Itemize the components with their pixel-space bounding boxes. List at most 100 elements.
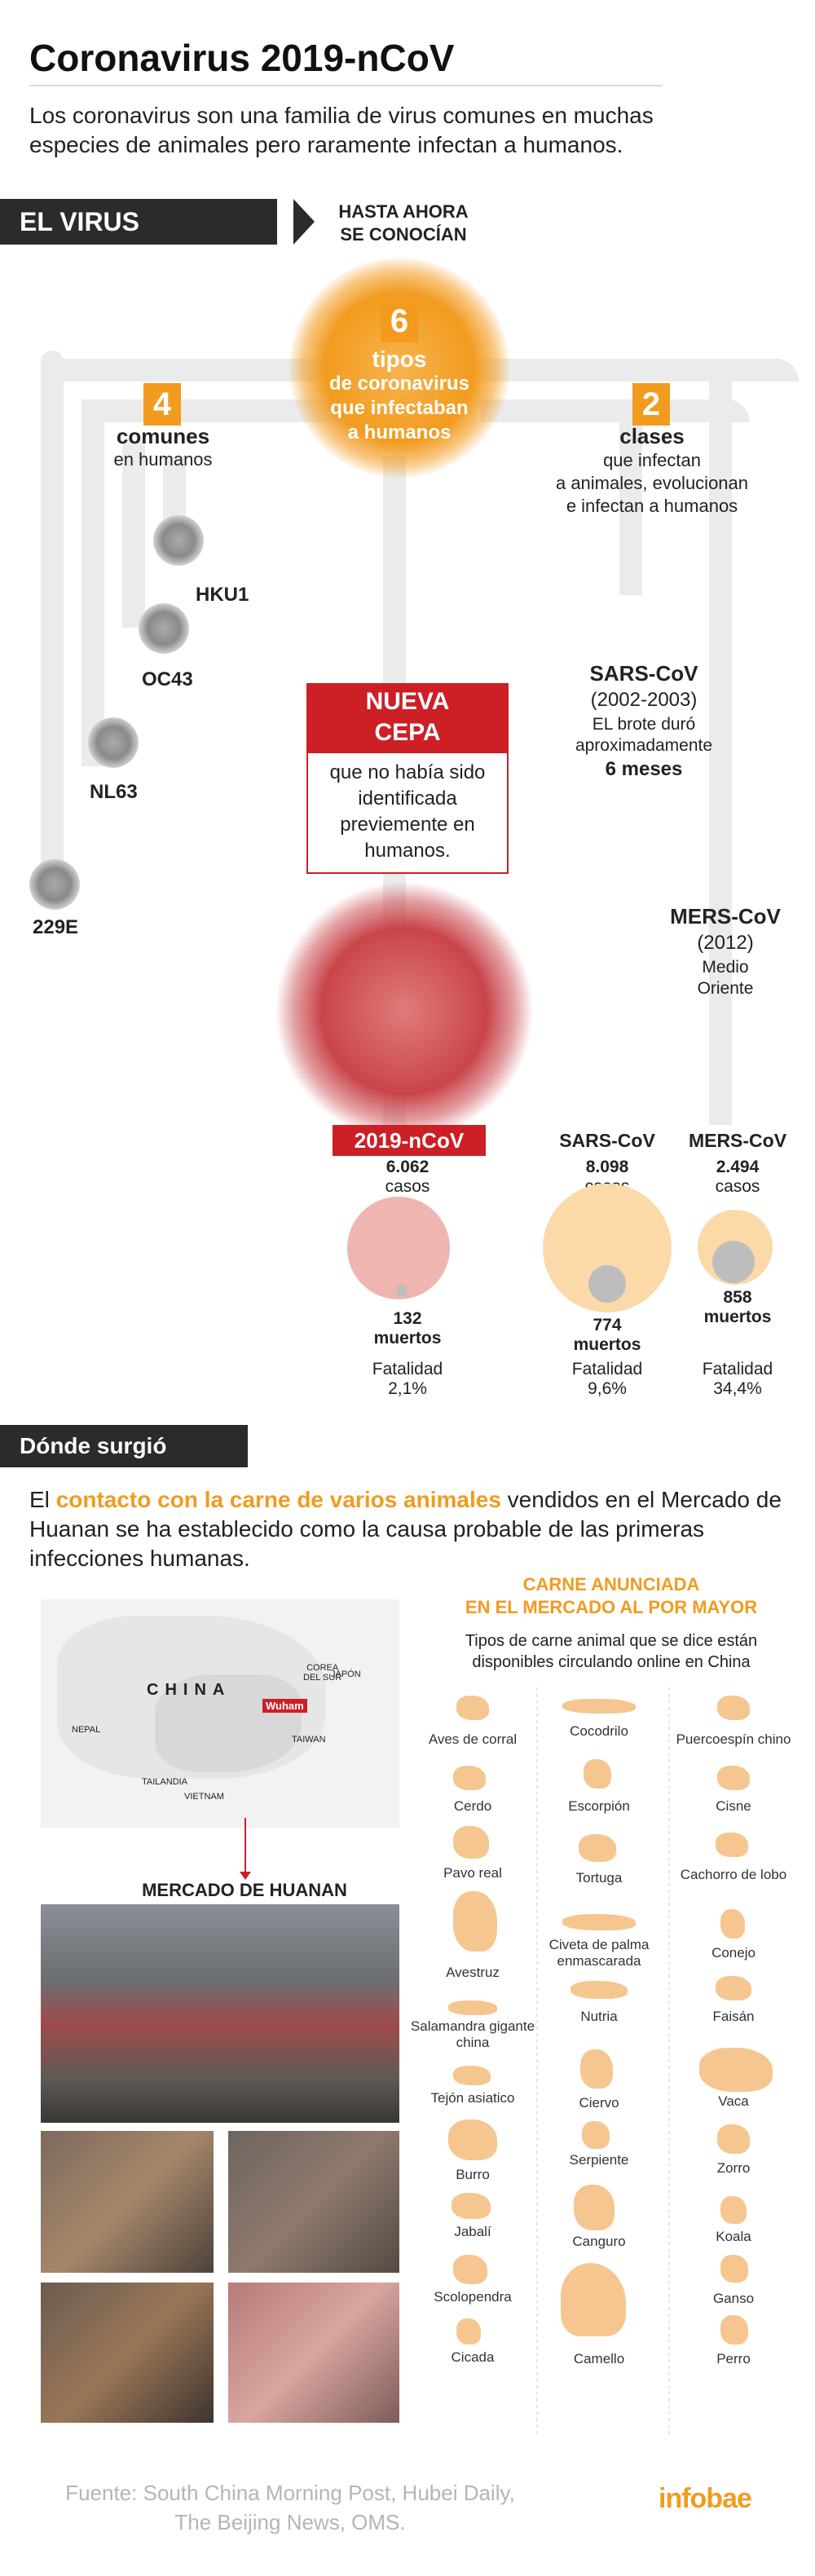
- origin-text-post: vendidos en el Mercado de Huanan se ha e…: [29, 1487, 782, 1571]
- section-bar-origin: Dónde surgió: [0, 1425, 248, 1467]
- section-bar-origin-label: Dónde surgió: [20, 1433, 167, 1458]
- new-strain-desc-3: previemente en: [340, 814, 475, 836]
- animal-camel: Camello: [573, 2351, 625, 2366]
- main-line-1: tipos: [372, 346, 427, 372]
- intro-text: Los coronavirus son una familia de virus…: [29, 103, 654, 157]
- animal-swan: Cisne: [716, 1798, 751, 1814]
- donkey-icon: [448, 2119, 497, 2160]
- track-top-right: [456, 359, 799, 382]
- section-bar-label: EL VIRUS: [20, 207, 139, 236]
- main-line-2: de coronavirus: [328, 373, 470, 395]
- map-label-korea: COREA DEL SUR: [303, 1663, 341, 1683]
- ncov-cases: 6.062 casos: [334, 1158, 481, 1197]
- map-label-wuhan: Wuham: [262, 1699, 307, 1713]
- sars-deaths-label: muertos: [573, 1335, 641, 1354]
- map-label-nepal: NEPAL: [72, 1725, 101, 1735]
- left-label: comunes en humanos: [82, 424, 244, 470]
- sars-deaths-circle: [588, 1265, 626, 1303]
- mers-name: MERS-CoV: [670, 904, 781, 929]
- nl63-label: NL63: [90, 781, 138, 803]
- right-line-4: e infectan a humanos: [566, 496, 738, 516]
- rabbit-icon: [720, 1909, 745, 1939]
- animal-fox: Zorro: [716, 2160, 751, 2176]
- title-divider: [29, 85, 662, 86]
- infobae-logo: infobae: [659, 2483, 752, 2514]
- animal-crocodile: Cocodrilo: [570, 1723, 628, 1739]
- mers-fatality: Fatalidad 34,4%: [668, 1360, 807, 1399]
- sars-desc-1: EL brote duró: [592, 715, 696, 734]
- wuhan-pointer-line: [244, 1818, 246, 1875]
- oc43-label: OC43: [142, 668, 193, 690]
- sars-deaths: 774 muertos: [538, 1316, 676, 1355]
- sars-cases-value: 8.098: [585, 1158, 629, 1176]
- ncov-fatality: Fatalidad 2,1%: [334, 1360, 481, 1399]
- track-229e: [41, 351, 64, 872]
- koala-icon: [720, 2196, 747, 2224]
- animal-salamander: Salamandra gigante china: [410, 2018, 535, 2050]
- mers-cases: 2.494 casos: [668, 1158, 807, 1197]
- 229e-virus-icon: [29, 859, 80, 910]
- footer-source-1: Fuente: South China Morning Post, Hubei …: [65, 2481, 515, 2505]
- track-sars: [619, 399, 642, 595]
- meat-subtitle: Tipos de carne animal que se dice están …: [416, 1630, 807, 1673]
- ncov-cases-value: 6.062: [385, 1158, 430, 1176]
- meat-grid: Aves de corral Cocodrilo Puercoespín chi…: [408, 1696, 815, 2446]
- mers-desc-1: Medio: [702, 958, 749, 977]
- animal-cicada: Cicada: [451, 2349, 495, 2365]
- map-label-korea-1: COREA: [306, 1663, 339, 1673]
- china-region: [155, 1674, 302, 1772]
- map-label-vietnam: VIETNAM: [184, 1792, 224, 1802]
- page-title: Coronavirus 2019-nCoV: [29, 37, 455, 79]
- new-strain-desc-box: que no había sido identificada previemen…: [306, 752, 509, 874]
- sars-fatality-value: 9,6%: [588, 1379, 627, 1398]
- map-label-china: CHINA: [147, 1681, 231, 1699]
- mers-cases-value: 2.494: [716, 1158, 760, 1176]
- animal-turtle: Tortuga: [575, 1870, 623, 1886]
- left-line-1: comunes: [116, 424, 210, 448]
- dog-icon: [720, 2315, 748, 2344]
- meat-divider-1: [536, 1687, 538, 2437]
- main-line-4: a humanos: [347, 421, 452, 443]
- goose-icon: [720, 2255, 748, 2283]
- mers-deaths-circle: [712, 1241, 755, 1283]
- mers-cases-label: casos: [715, 1177, 760, 1196]
- animal-poultry: Aves de corral: [428, 1731, 518, 1747]
- mers-deaths-value: 858: [723, 1288, 752, 1307]
- animal-wolf-cub: Cachorro de lobo: [680, 1867, 787, 1882]
- mers-desc-2: Oriente: [697, 979, 754, 998]
- ncov-deaths-label: muertos: [373, 1329, 442, 1348]
- new-strain-desc-2: identificada: [358, 787, 457, 809]
- animal-porcupine: Puercoespín chino: [676, 1731, 791, 1747]
- snake-icon: [582, 2121, 610, 2149]
- right-line-2: que infectan: [603, 450, 701, 470]
- footer-source: Fuente: South China Morning Post, Hubei …: [29, 2478, 551, 2537]
- track-nl63: [82, 399, 104, 766]
- wuhan-pointer-arrow-icon: [240, 1872, 251, 1880]
- china-map: CHINA COREA DEL SUR JAPÓN NEPAL TAIWAN T…: [41, 1599, 399, 1828]
- meat-subtitle-1: Tipos de carne animal que se dice están: [465, 1632, 758, 1650]
- meat-title: CARNE ANUNCIADA EN EL MERCADO AL POR MAY…: [416, 1573, 807, 1619]
- animal-peacock: Pavo real: [443, 1865, 502, 1881]
- animal-donkey: Burro: [456, 2167, 490, 2182]
- market-photo-main: [41, 1904, 399, 2123]
- mers-fatality-label: Fatalidad: [702, 1360, 773, 1378]
- meat-subtitle-2: disponibles circulando online en China: [472, 1653, 751, 1671]
- new-strain-line-1: NUEVA: [365, 688, 450, 715]
- market-photo-cage-1: [41, 2131, 214, 2273]
- animal-scolopendra: Scolopendra: [434, 2289, 512, 2305]
- animal-badger: Tejón asiatico: [430, 2090, 515, 2106]
- 229e-label: 229E: [33, 916, 79, 938]
- pheasant-icon: [716, 1976, 751, 2000]
- market-label: MERCADO DE HUANAN: [142, 1880, 347, 1900]
- deer-icon: [580, 2049, 613, 2089]
- animal-pheasant: Faisán: [712, 2009, 755, 2024]
- ncov-fatality-label: Fatalidad: [372, 1360, 443, 1378]
- meat-title-2: EN EL MERCADO AL POR MAYOR: [465, 1597, 758, 1617]
- ncov-deaths: 132 muertos: [334, 1309, 481, 1348]
- mers-year: (2012): [697, 932, 754, 954]
- map-label-japan: JAPÓN: [331, 1670, 361, 1679]
- track-mers: [709, 359, 732, 1125]
- otter-icon: [570, 1981, 628, 1999]
- new-strain-label: NUEVA CEPA: [306, 683, 509, 752]
- nl63-virus-icon: [88, 717, 139, 768]
